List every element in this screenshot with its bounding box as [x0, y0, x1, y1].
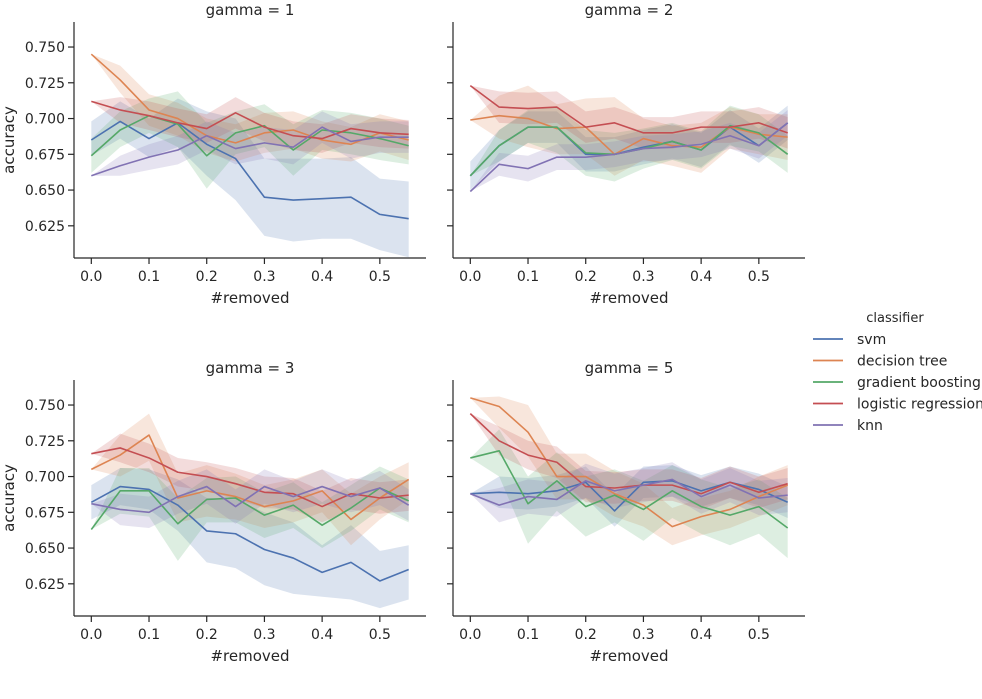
y-tick-label: 0.750 — [25, 398, 65, 414]
y-tick-label: 0.650 — [25, 183, 65, 199]
series-line-knn — [91, 126, 409, 177]
y-tick-label: 0.700 — [25, 112, 65, 128]
band-logistic-regression — [470, 85, 788, 149]
x-tick-label: 0.4 — [690, 269, 712, 285]
series-line-gradient-boosting — [470, 449, 789, 529]
x-tick-label: 0.3 — [253, 269, 275, 285]
band-decision-tree — [91, 54, 409, 162]
y-tick-label: 0.675 — [25, 147, 65, 163]
band-gradient-boosting — [91, 466, 409, 561]
band-logistic-regression — [91, 97, 409, 153]
series-line-knn — [91, 485, 410, 514]
band-gradient-boosting — [470, 429, 788, 559]
y-tick-label: 0.725 — [25, 76, 65, 92]
panel-2: 0.0 0.1 0.2 0.3 0.4 0.5 #removed gamma = 2 — [447, 1, 805, 307]
series-line-svm — [90, 120, 409, 220]
panel-title: gamma = 2 — [585, 1, 674, 19]
x-tick-label: 0.3 — [253, 627, 275, 643]
panel-3: 0.0 0.1 0.2 0.3 0.4 0.5 0.625 0.650 0.675 0.700 0.… — [0, 359, 426, 665]
band-logistic-regression — [91, 433, 409, 523]
x-tick-label: 0.4 — [311, 627, 333, 643]
x-tick-label: 0.2 — [196, 627, 218, 643]
series-line-decision-tree — [90, 434, 410, 521]
y-tick-label: 0.675 — [25, 505, 65, 521]
series-line-logistic-regression — [469, 413, 788, 495]
x-tick-label: 0.5 — [748, 269, 770, 285]
series-line-logistic-regression — [469, 85, 788, 134]
x-tick-label: 0.3 — [632, 269, 654, 285]
legend-label-logistic-regression: logistic regression — [857, 397, 982, 413]
panel-1: 0.0 0.1 0.2 0.3 0.4 0.5 0.625 0.650 0.675 0.700 0.… — [0, 1, 426, 307]
x-tick-label: 0.0 — [459, 269, 481, 285]
series-line-gradient-boosting — [90, 114, 409, 157]
x-tick-label: 0.0 — [80, 627, 102, 643]
panel-title: gamma = 1 — [206, 1, 295, 19]
y-axis-label: accuracy — [0, 464, 18, 532]
x-tick-label: 0.5 — [369, 269, 391, 285]
series-line-logistic-regression — [91, 100, 409, 140]
band-gradient-boosting — [470, 105, 788, 182]
x-tick-label: 0.4 — [690, 627, 712, 643]
y-tick-label: 0.650 — [25, 541, 65, 557]
x-axis-label: #removed — [210, 647, 289, 665]
x-tick-label: 0.5 — [369, 627, 391, 643]
series-line-decision-tree — [470, 397, 788, 528]
y-tick-label: 0.750 — [25, 40, 65, 56]
x-tick-label: 0.2 — [575, 269, 597, 285]
x-tick-label: 0.2 — [196, 269, 218, 285]
y-axis-label: accuracy — [0, 106, 18, 174]
x-axis-label: #removed — [210, 289, 289, 307]
series-line-decision-tree — [470, 114, 788, 156]
legend-title: classifier — [866, 311, 924, 326]
y-tick-label: 0.700 — [25, 470, 65, 486]
x-tick-label: 0.1 — [138, 627, 160, 643]
x-tick-label: 0.4 — [311, 269, 333, 285]
band-logistic-regression — [470, 413, 788, 510]
band-decision-tree — [91, 413, 409, 546]
panel-title: gamma = 3 — [206, 359, 295, 377]
series-line-svm — [90, 485, 409, 582]
band-knn — [470, 462, 788, 523]
x-tick-label: 0.0 — [80, 269, 102, 285]
x-axis-label: #removed — [589, 647, 668, 665]
series-line-decision-tree — [90, 53, 409, 146]
y-tick-label: 0.625 — [25, 577, 65, 593]
legend-label-svm: svm — [857, 332, 886, 348]
panel-title: gamma = 5 — [585, 359, 674, 377]
series-line-gradient-boosting — [90, 487, 410, 530]
x-tick-label: 0.1 — [517, 627, 539, 643]
legend-label-knn: knn — [857, 418, 883, 434]
band-knn — [91, 111, 409, 176]
legend-label-gradient-boosting: gradient boosting — [857, 375, 981, 391]
x-tick-label: 0.1 — [517, 269, 539, 285]
x-tick-label: 0.5 — [748, 627, 770, 643]
panel-4: 0.0 0.1 0.2 0.3 0.4 0.5 #removed gamma = 5 — [447, 359, 805, 665]
x-tick-label: 0.1 — [138, 269, 160, 285]
y-tick-label: 0.625 — [25, 219, 65, 235]
x-tick-label: 0.0 — [459, 627, 481, 643]
x-axis-label: #removed — [589, 289, 668, 307]
x-tick-label: 0.3 — [632, 627, 654, 643]
series-line-knn — [469, 122, 789, 193]
legend: classifier svm decision tree gradient boost… — [813, 311, 982, 434]
legend-label-decision-tree: decision tree — [857, 354, 947, 370]
band-svm — [91, 467, 409, 609]
y-tick-label: 0.725 — [25, 434, 65, 450]
band-knn — [91, 469, 409, 529]
x-tick-label: 0.2 — [575, 627, 597, 643]
series-line-knn — [470, 478, 788, 506]
